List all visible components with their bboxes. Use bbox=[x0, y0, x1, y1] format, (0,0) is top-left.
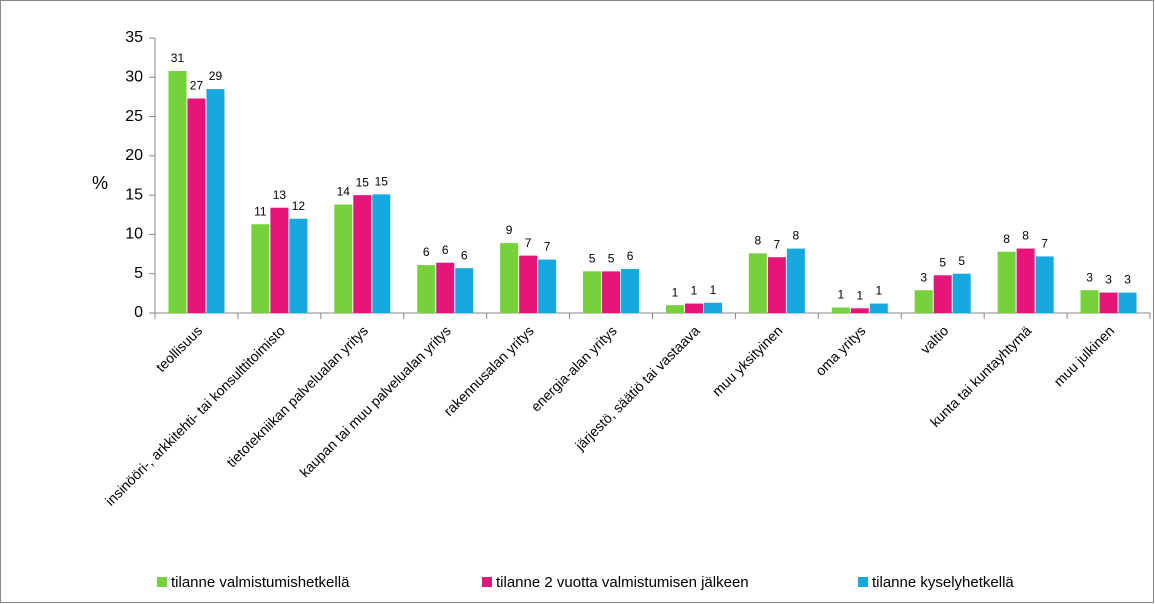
bar bbox=[187, 98, 206, 313]
y-tick-label: 5 bbox=[134, 265, 143, 282]
value-label: 8 bbox=[1022, 229, 1029, 243]
value-label: 3 bbox=[920, 270, 927, 284]
legend-label: tilanne valmistumishetkellä bbox=[171, 574, 350, 591]
value-label: 1 bbox=[856, 288, 863, 302]
value-label: 15 bbox=[375, 175, 389, 189]
value-label: 7 bbox=[1041, 237, 1048, 251]
value-label: 3 bbox=[1105, 273, 1112, 287]
bar bbox=[1035, 256, 1054, 313]
value-label: 8 bbox=[1003, 232, 1010, 246]
value-label: 1 bbox=[710, 283, 717, 297]
value-label: 7 bbox=[525, 236, 532, 250]
y-tick-label: 0 bbox=[134, 304, 143, 321]
value-label: 6 bbox=[442, 243, 449, 257]
bar bbox=[952, 273, 971, 313]
bar bbox=[519, 255, 538, 313]
bar bbox=[334, 204, 353, 313]
value-label: 5 bbox=[589, 252, 596, 266]
legend-swatch bbox=[157, 577, 167, 587]
bar bbox=[251, 224, 270, 313]
bar bbox=[869, 303, 888, 313]
value-label: 5 bbox=[958, 254, 965, 268]
value-label: 13 bbox=[273, 188, 287, 202]
bar bbox=[850, 308, 869, 313]
value-label: 3 bbox=[1124, 273, 1131, 287]
bar bbox=[684, 303, 703, 313]
value-label: 5 bbox=[608, 252, 615, 266]
value-label: 15 bbox=[356, 175, 370, 189]
bar bbox=[417, 265, 436, 313]
y-tick-label: 20 bbox=[125, 147, 143, 164]
value-label: 11 bbox=[254, 204, 267, 218]
bar bbox=[455, 268, 474, 313]
bar bbox=[436, 262, 455, 313]
value-label: 12 bbox=[292, 199, 306, 213]
bar bbox=[372, 194, 391, 313]
value-label: 1 bbox=[672, 285, 679, 299]
y-tick-label: 30 bbox=[125, 69, 143, 86]
bar bbox=[538, 259, 557, 313]
bar bbox=[703, 302, 722, 313]
bar bbox=[1080, 290, 1099, 313]
value-label: 6 bbox=[461, 248, 468, 262]
value-label: 6 bbox=[627, 249, 634, 263]
value-label: 7 bbox=[544, 240, 551, 254]
value-label: 9 bbox=[506, 223, 513, 237]
bar bbox=[270, 207, 289, 313]
bar bbox=[831, 307, 850, 313]
bar bbox=[914, 290, 933, 313]
value-label: 3 bbox=[1086, 270, 1093, 284]
bar bbox=[665, 305, 684, 313]
bar bbox=[748, 253, 767, 313]
y-tick-label: 15 bbox=[125, 186, 143, 203]
value-label: 29 bbox=[209, 69, 223, 83]
bar bbox=[1099, 292, 1118, 313]
bar bbox=[621, 269, 640, 313]
value-label: 6 bbox=[423, 245, 430, 259]
value-label: 7 bbox=[774, 237, 781, 251]
bar bbox=[933, 275, 952, 313]
bar bbox=[1118, 292, 1137, 313]
bar bbox=[997, 251, 1016, 313]
y-tick-label: 35 bbox=[125, 29, 143, 46]
bar bbox=[602, 271, 621, 313]
value-label: 1 bbox=[875, 284, 882, 298]
value-label: 1 bbox=[837, 288, 844, 302]
bar bbox=[500, 243, 519, 313]
value-label: 27 bbox=[190, 79, 204, 93]
bar bbox=[168, 71, 187, 313]
legend-swatch bbox=[858, 577, 868, 587]
bar bbox=[767, 257, 786, 313]
y-tick-label: 10 bbox=[125, 226, 143, 243]
bar bbox=[786, 248, 805, 313]
value-label: 31 bbox=[171, 51, 185, 65]
y-axis-label: % bbox=[92, 173, 108, 193]
bar bbox=[583, 271, 602, 313]
legend-swatch bbox=[482, 577, 492, 587]
legend-label: tilanne kyselyhetkellä bbox=[872, 574, 1014, 591]
bar bbox=[1016, 248, 1035, 313]
bar bbox=[206, 89, 225, 313]
value-label: 1 bbox=[691, 284, 698, 298]
value-label: 8 bbox=[793, 229, 800, 243]
y-tick-label: 25 bbox=[125, 108, 143, 125]
value-label: 14 bbox=[337, 185, 351, 199]
legend-label: tilanne 2 vuotta valmistumisen jälkeen bbox=[496, 574, 749, 591]
value-label: 8 bbox=[755, 233, 762, 247]
bar bbox=[289, 218, 308, 313]
bar bbox=[353, 195, 372, 313]
value-label: 5 bbox=[939, 255, 946, 269]
